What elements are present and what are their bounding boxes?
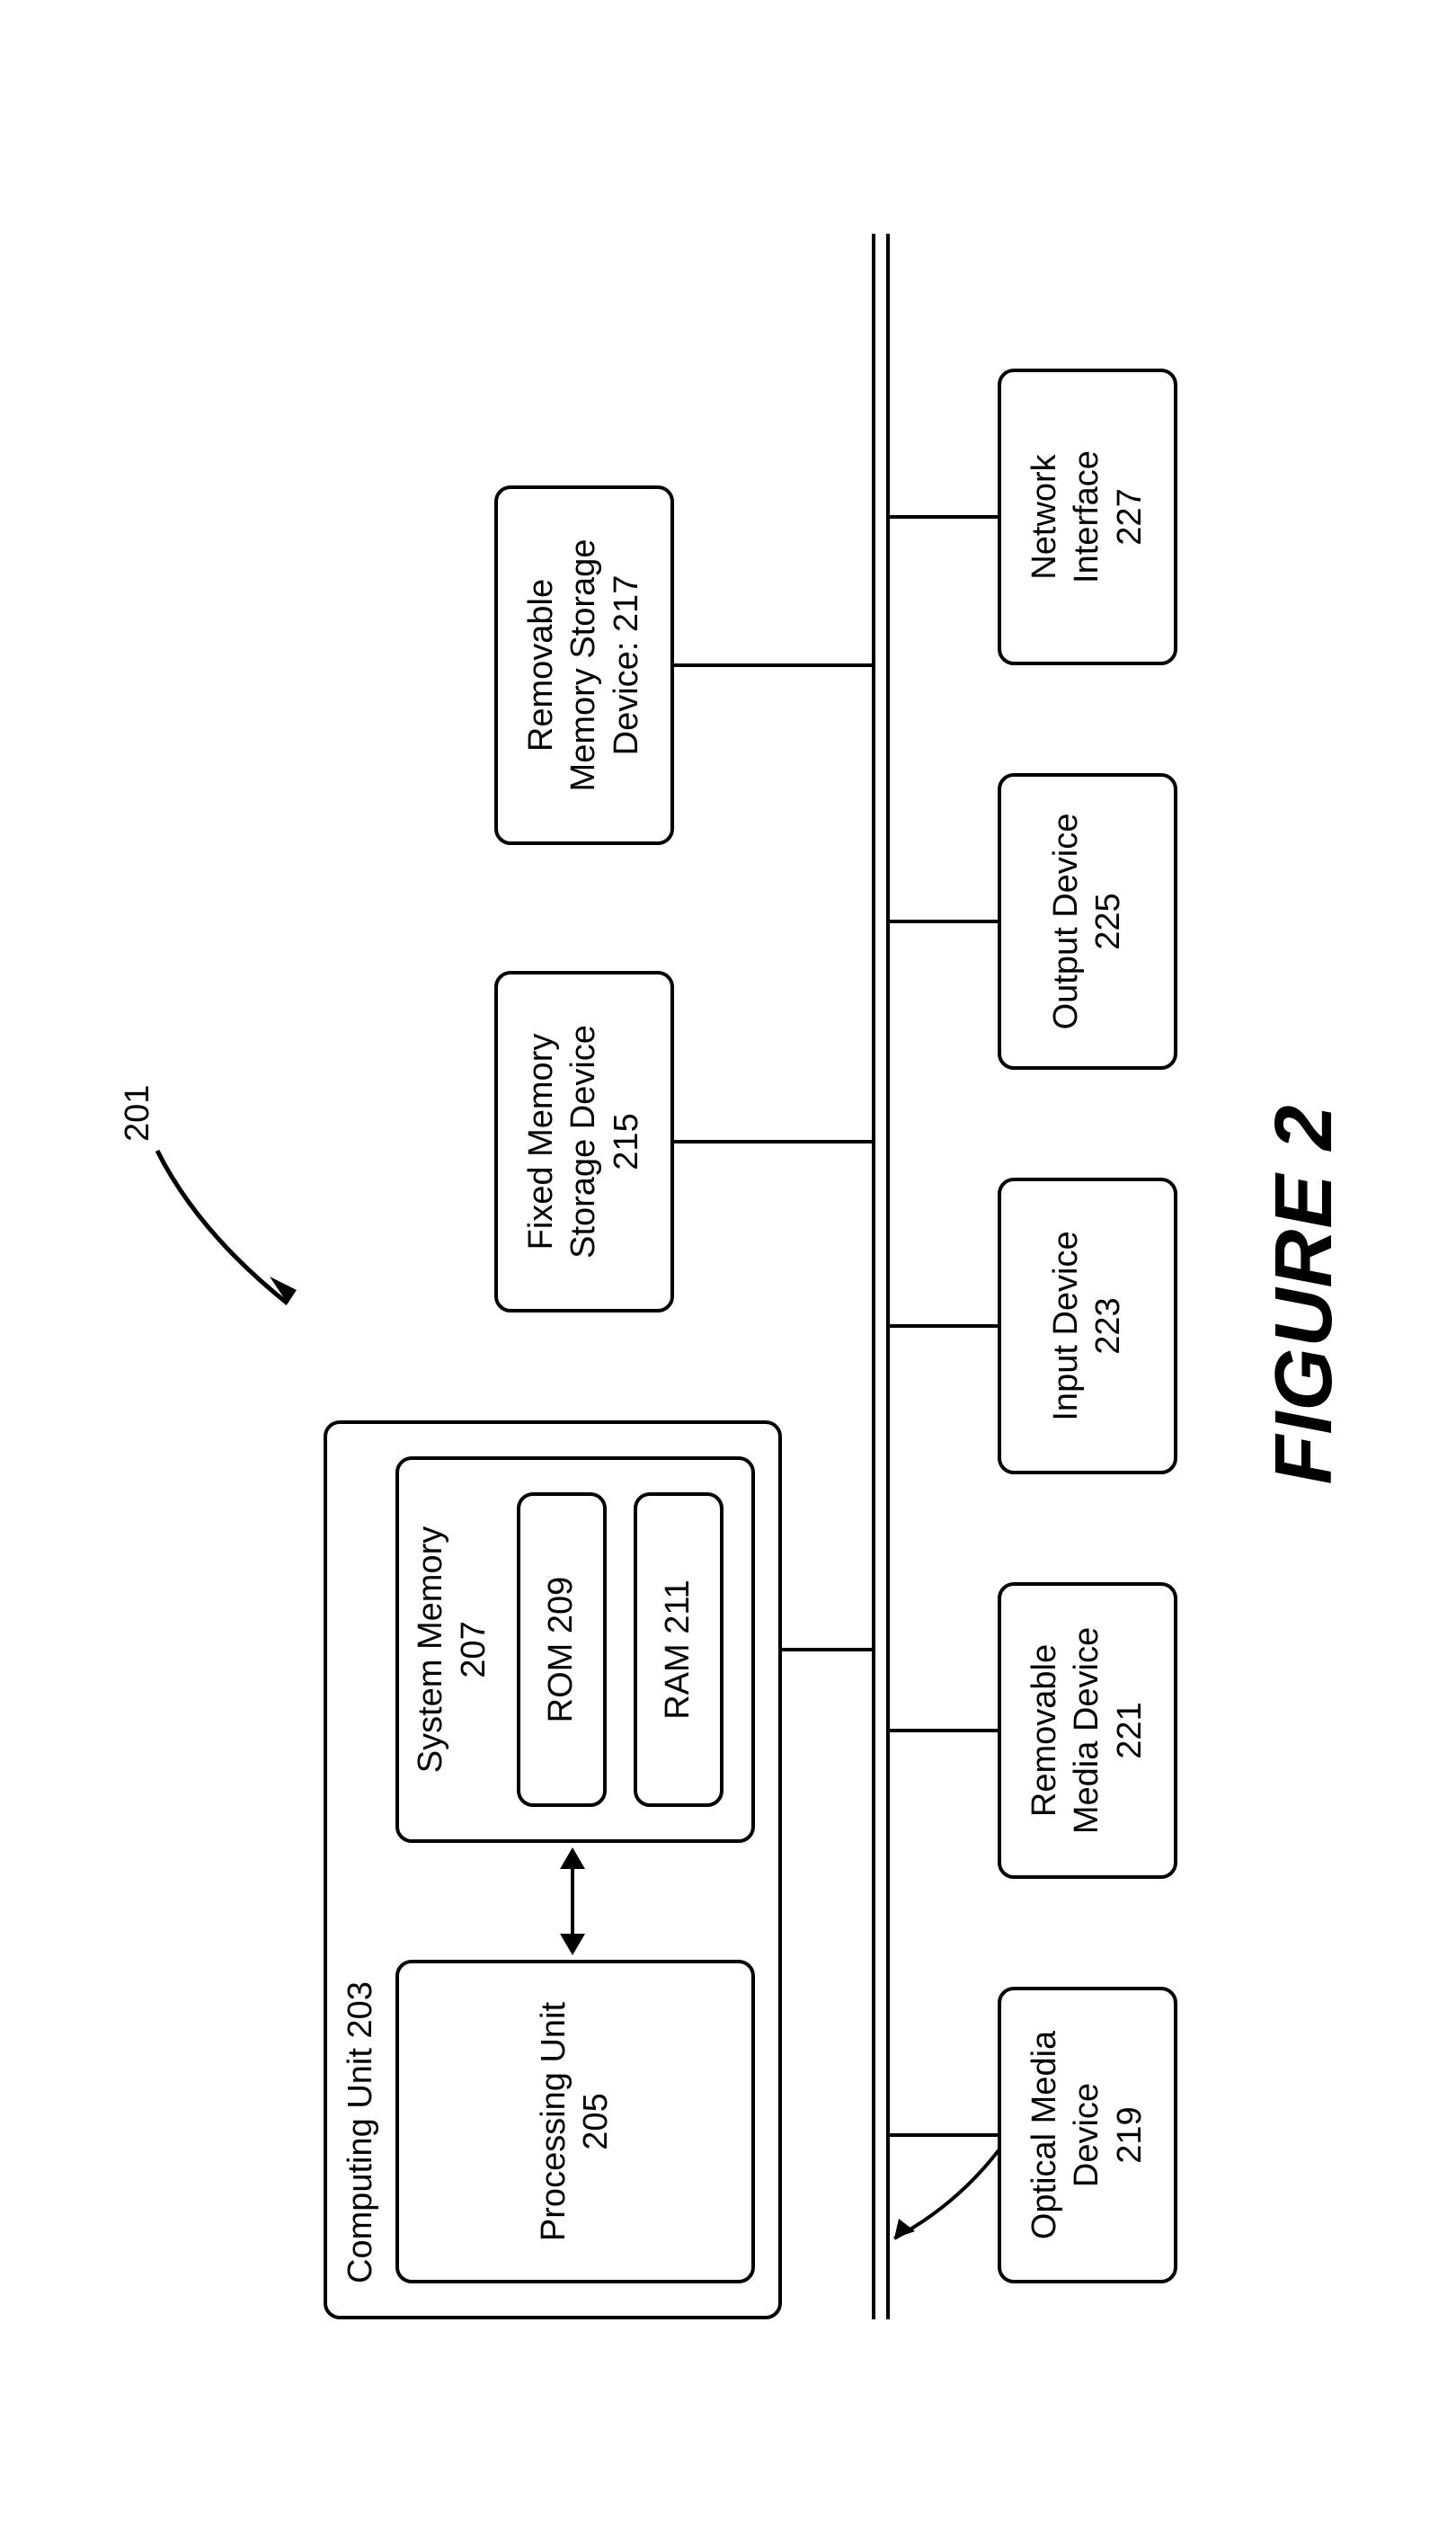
callout-201: 201 (117, 1085, 160, 1142)
output-device-box: Output Device 225 (998, 773, 1177, 1070)
conn-bus-input (890, 1324, 998, 1328)
bus-line-top (872, 234, 875, 2319)
figure-title: FIGURE 2 (1258, 1025, 1351, 1564)
callout-201-arrow (144, 1142, 315, 1339)
cpu-memory-arrow (571, 1865, 574, 1937)
rom-box: ROM 209 (517, 1492, 607, 1807)
optical-media-box: Optical Media Device 219 (998, 1987, 1177, 2283)
conn-sysmem-bus (782, 1648, 872, 1651)
figure-canvas: 201 Computing Unit 203 Processing Unit 2… (0, 0, 1456, 2545)
conn-bus-optical (890, 2133, 998, 2137)
removable-media-box: Removable Media Device 221 (998, 1582, 1177, 1879)
processing-unit-box: Processing Unit 205 (395, 1960, 755, 2283)
removable-memory-box: Removable Memory Storage Device: 217 (494, 485, 674, 845)
conn-bus-removablemedia (890, 1729, 998, 1732)
ram-box: RAM 211 (634, 1492, 724, 1807)
bus-line-bottom (886, 234, 890, 2319)
system-memory-title: System Memory 207 (410, 1501, 495, 1798)
conn-fixed-bus (674, 1140, 872, 1143)
fixed-memory-box: Fixed Memory Storage Device 215 (494, 971, 674, 1313)
conn-removable-bus (674, 663, 872, 667)
conn-bus-network (890, 515, 998, 519)
network-interface-box: Network Interface 227 (998, 369, 1177, 665)
computing-unit-title: Computing Unit 203 (340, 1981, 383, 2283)
conn-bus-output (890, 920, 998, 923)
input-device-box: Input Device 223 (998, 1178, 1177, 1474)
